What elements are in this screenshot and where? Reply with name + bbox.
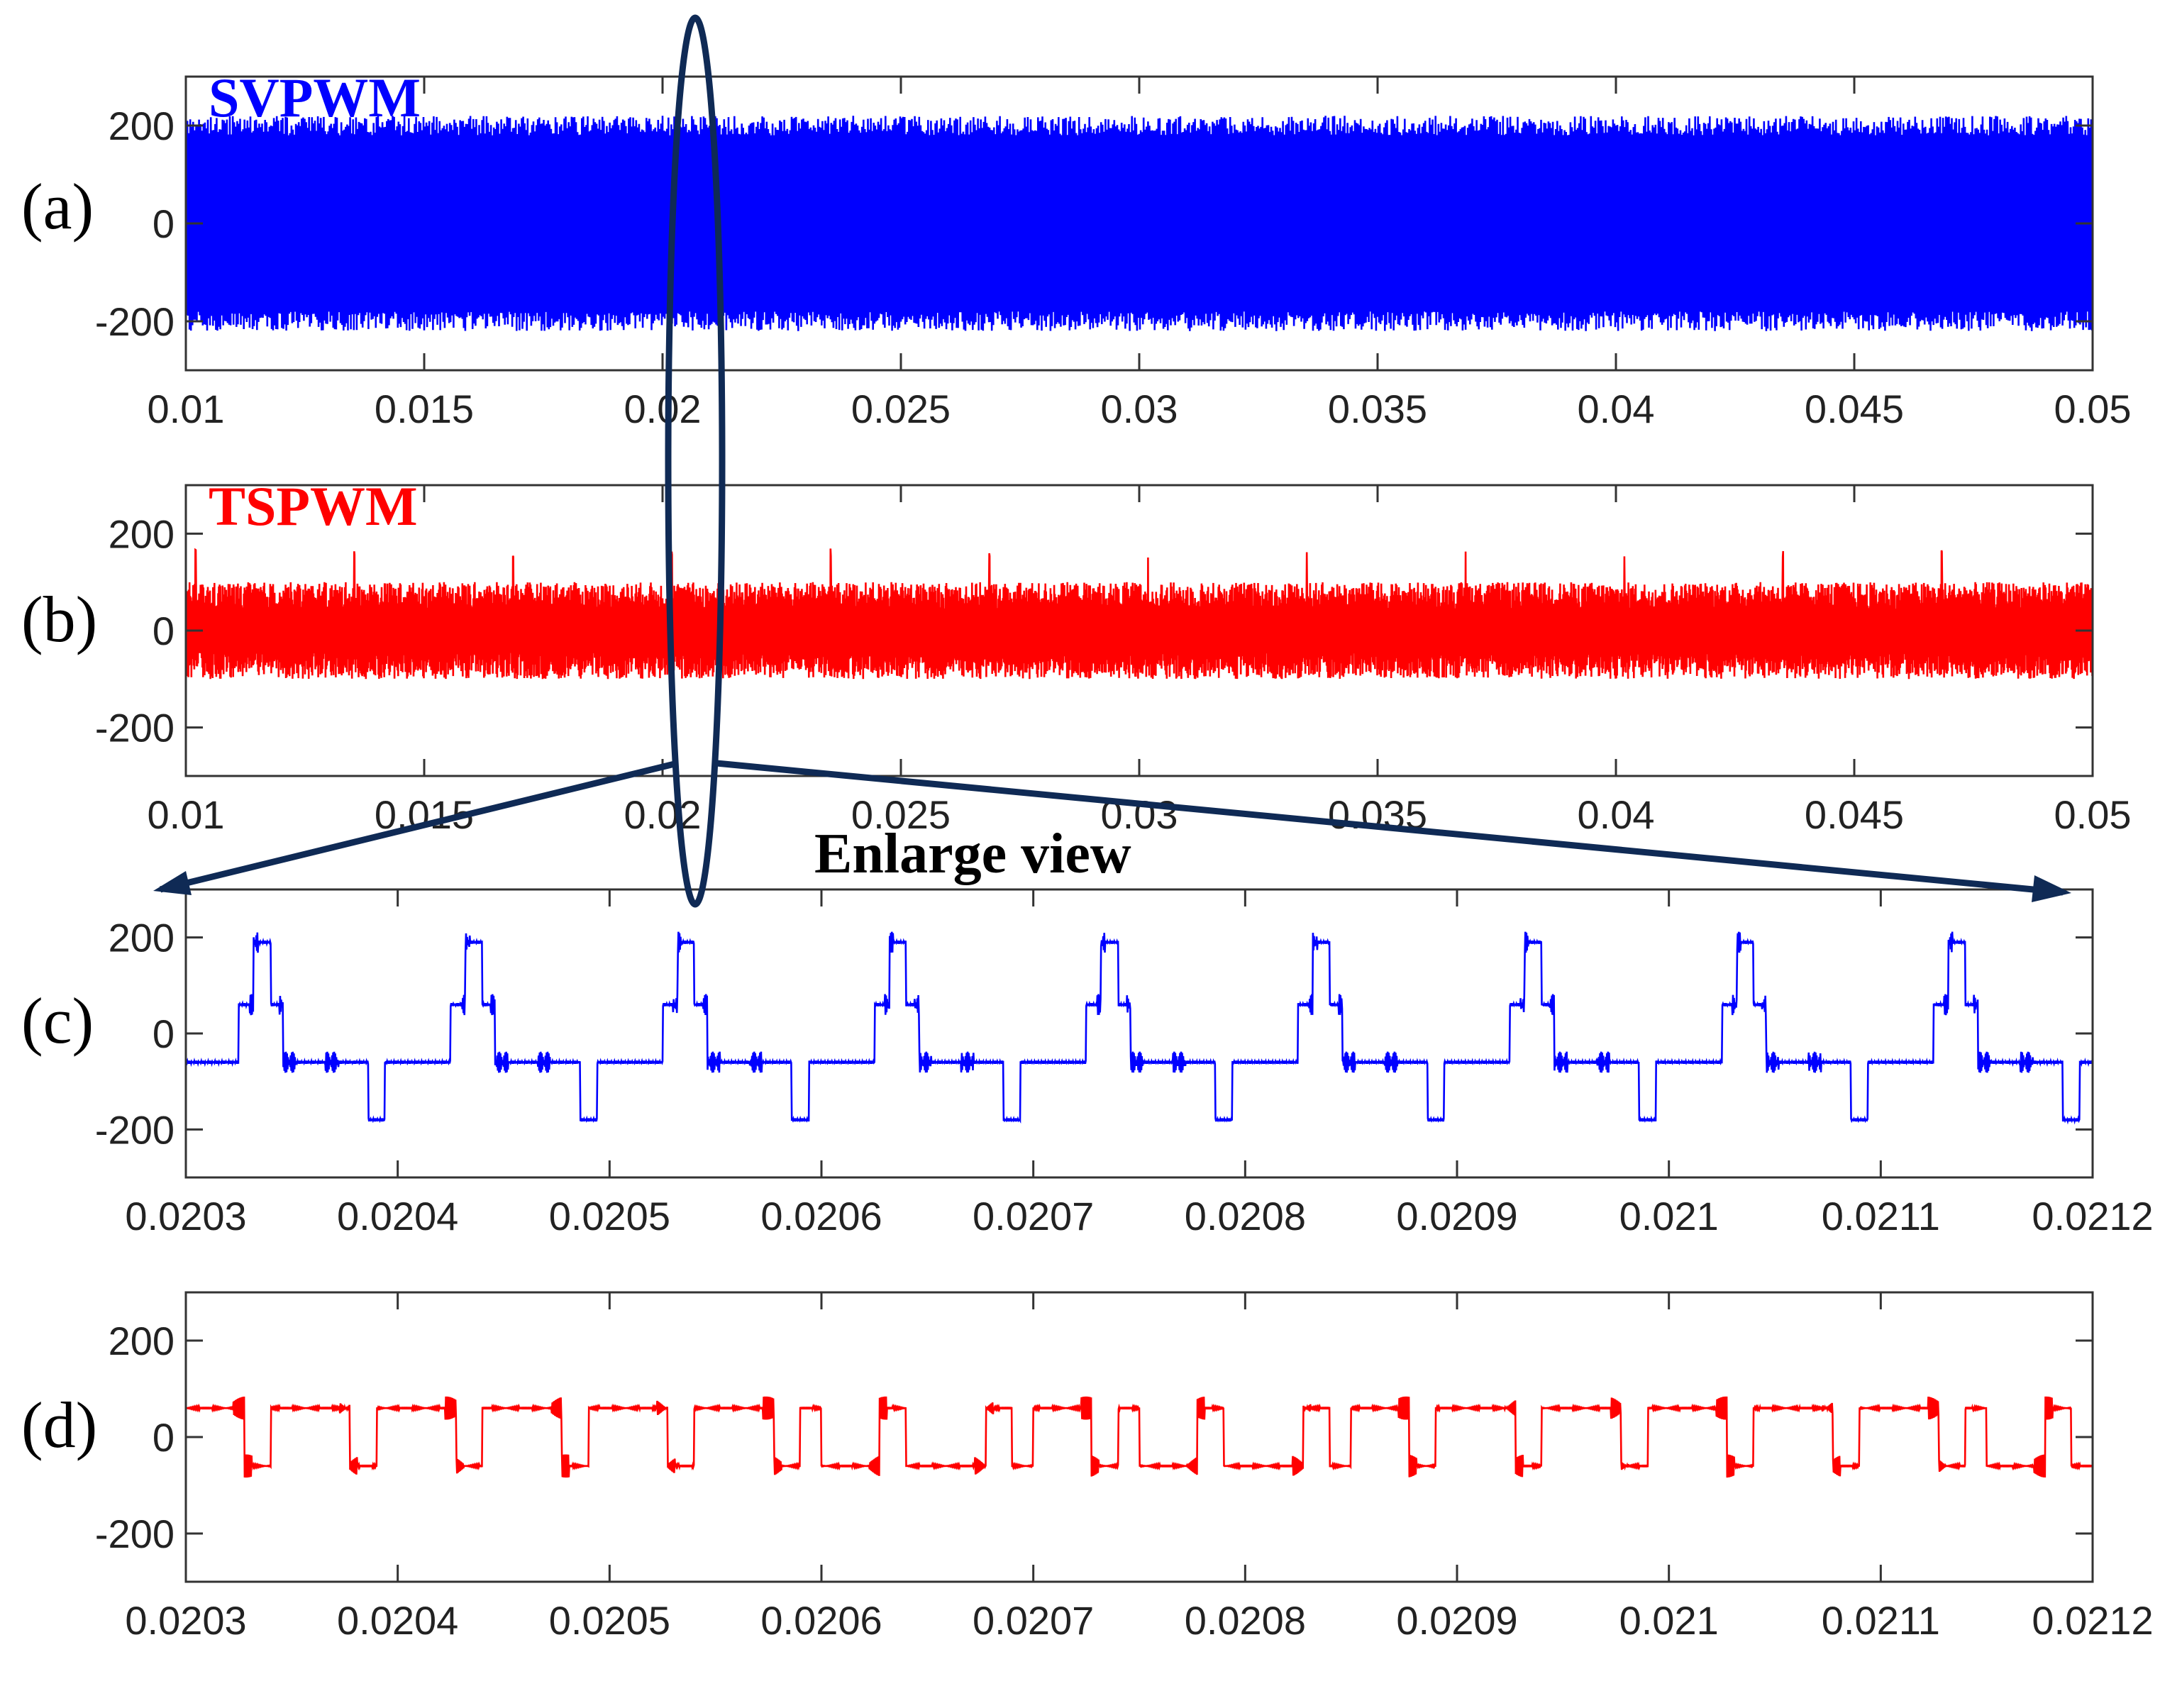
panel-label-a: (a) bbox=[21, 170, 94, 243]
panel-a: 0.01 0.015 0.02 0.025 0.03 0.035 0.04 0.045 0.05… bbox=[21, 67, 2132, 431]
x-tick-label: 0.0206 bbox=[760, 1194, 882, 1238]
y-tick-label: 200 bbox=[109, 916, 175, 960]
y-tick-label: 200 bbox=[109, 511, 175, 556]
y-tick-label: -200 bbox=[95, 1512, 175, 1556]
x-tick-label: 0.05 bbox=[2054, 792, 2132, 837]
zoom-arrowhead-left bbox=[153, 871, 192, 895]
series-line-d bbox=[186, 1396, 2093, 1478]
x-tick-label: 0.0208 bbox=[1185, 1194, 1306, 1238]
y-tick-label: 0 bbox=[153, 1415, 175, 1460]
x-tick-label: 0.035 bbox=[1328, 387, 1427, 431]
panel-label-c: (c) bbox=[21, 985, 94, 1057]
zoom-region-ellipse bbox=[665, 14, 726, 908]
panel-b: 0.01 0.015 0.02 0.025 0.03 0.035 0.04 0.045 0.05… bbox=[21, 475, 2132, 837]
method-label-a: SVPWM bbox=[209, 67, 421, 128]
axes-frame-c bbox=[184, 888, 2094, 1179]
x-tick-label: 0.0209 bbox=[1396, 1598, 1517, 1643]
x-tick-label: 0.03 bbox=[1101, 387, 1178, 431]
y-tick-label: -200 bbox=[95, 299, 175, 344]
x-tick-label: 0.045 bbox=[1805, 792, 1904, 837]
x-tick-label: 0.045 bbox=[1805, 387, 1904, 431]
x-tick-label: 0.0211 bbox=[1822, 1194, 1940, 1238]
x-tick-label: 0.0207 bbox=[973, 1194, 1094, 1238]
panel-d: 0.0203 0.0204 0.0205 0.0206 0.0207 0.0208 0.02… bbox=[21, 1291, 2154, 1643]
x-tick-label: 0.01 bbox=[148, 792, 225, 837]
y-tick-label: -200 bbox=[95, 1107, 175, 1152]
x-tick-label: 0.021 bbox=[1619, 1598, 1719, 1643]
series-line-b bbox=[186, 548, 2093, 680]
x-tick-label: 0.0208 bbox=[1185, 1598, 1306, 1643]
panel-label-b: (b) bbox=[21, 583, 97, 655]
x-tick-label: 0.025 bbox=[851, 387, 951, 431]
x-tick-label: 0.0204 bbox=[337, 1194, 458, 1238]
x-tick-label: 0.0205 bbox=[549, 1598, 670, 1643]
x-tick-label: 0.0207 bbox=[973, 1598, 1094, 1643]
x-tick-label: 0.0203 bbox=[125, 1598, 246, 1643]
zoom-arrow-right bbox=[716, 760, 2064, 896]
x-tick-label: 0.01 bbox=[148, 387, 225, 431]
x-tick-label: 0.04 bbox=[1578, 792, 1655, 837]
x-tick-label: 0.0205 bbox=[549, 1194, 670, 1238]
x-tick-label: 0.0211 bbox=[1822, 1598, 1940, 1643]
zoom-arrow-left bbox=[159, 760, 679, 893]
method-label-b: TSPWM bbox=[209, 475, 418, 537]
zoom-annotation: Enlarge view bbox=[153, 14, 2071, 908]
x-tick-label: 0.0203 bbox=[125, 1194, 246, 1238]
series-line-a bbox=[186, 116, 2093, 331]
x-tick-label: 0.0204 bbox=[337, 1598, 458, 1643]
x-tick-label: 0.04 bbox=[1578, 387, 1655, 431]
y-tick-label: 0 bbox=[153, 609, 175, 653]
x-tick-label: 0.021 bbox=[1619, 1194, 1719, 1238]
zoom-arrowhead-right bbox=[2032, 875, 2071, 902]
y-tick-label: 0 bbox=[153, 1011, 175, 1056]
panel-label-d: (d) bbox=[21, 1389, 97, 1461]
y-tick-label: -200 bbox=[95, 706, 175, 750]
panel-c: 0.0203 0.0204 0.0205 0.0206 0.0207 0.0208 0.02… bbox=[21, 888, 2154, 1238]
enlarge-view-label: Enlarge view bbox=[814, 823, 1131, 885]
y-tick-label: 200 bbox=[109, 1319, 175, 1363]
x-tick-label: 0.0206 bbox=[760, 1598, 882, 1643]
x-tick-label: 0.025 bbox=[851, 792, 951, 837]
y-tick-label: 200 bbox=[109, 104, 175, 148]
series-line-c bbox=[186, 931, 2093, 1125]
y-tick-label: 0 bbox=[153, 201, 175, 246]
x-tick-label: 0.05 bbox=[2054, 387, 2132, 431]
x-tick-label: 0.0212 bbox=[2032, 1194, 2153, 1238]
x-tick-label: 0.0212 bbox=[2032, 1598, 2153, 1643]
x-tick-label: 0.015 bbox=[375, 387, 474, 431]
x-tick-label: 0.02 bbox=[624, 387, 702, 431]
x-tick-label: 0.0209 bbox=[1396, 1194, 1517, 1238]
x-tick-label: 0.02 bbox=[624, 792, 702, 837]
